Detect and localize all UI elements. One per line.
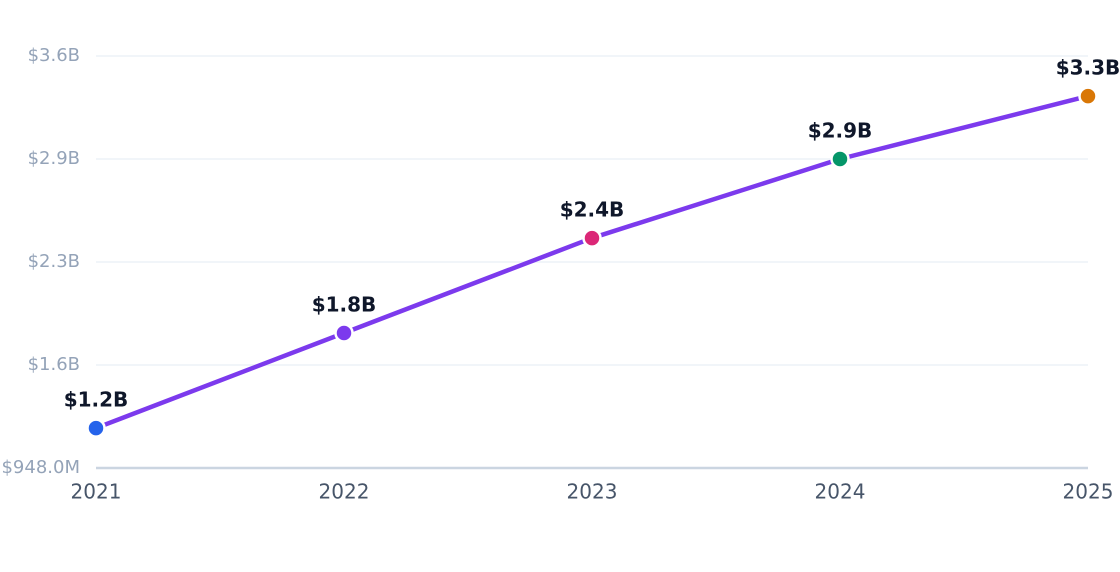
y-tick-label: $3.6B	[28, 45, 80, 66]
x-tick-label: 2022	[319, 480, 370, 504]
point	[582, 228, 602, 248]
value-label: $2.9B	[808, 119, 873, 143]
value-label: $1.2B	[64, 388, 129, 412]
y-tick-label: $1.6B	[28, 354, 80, 375]
point	[1078, 86, 1098, 106]
y-tick-label: $2.3B	[28, 251, 80, 272]
value-label: $1.8B	[312, 292, 377, 316]
point	[830, 149, 850, 169]
value-label: $2.4B	[560, 198, 625, 222]
point	[334, 323, 354, 343]
point	[86, 418, 106, 438]
y-tick-label: $2.9B	[28, 148, 80, 169]
x-tick-label: 2023	[567, 480, 618, 504]
y-tick-label: $948.0M	[1, 457, 80, 478]
x-tick-label: 2021	[71, 480, 122, 504]
value-label: $3.3B	[1056, 56, 1120, 80]
x-tick-label: 2025	[1063, 480, 1114, 504]
x-tick-label: 2024	[815, 480, 866, 504]
